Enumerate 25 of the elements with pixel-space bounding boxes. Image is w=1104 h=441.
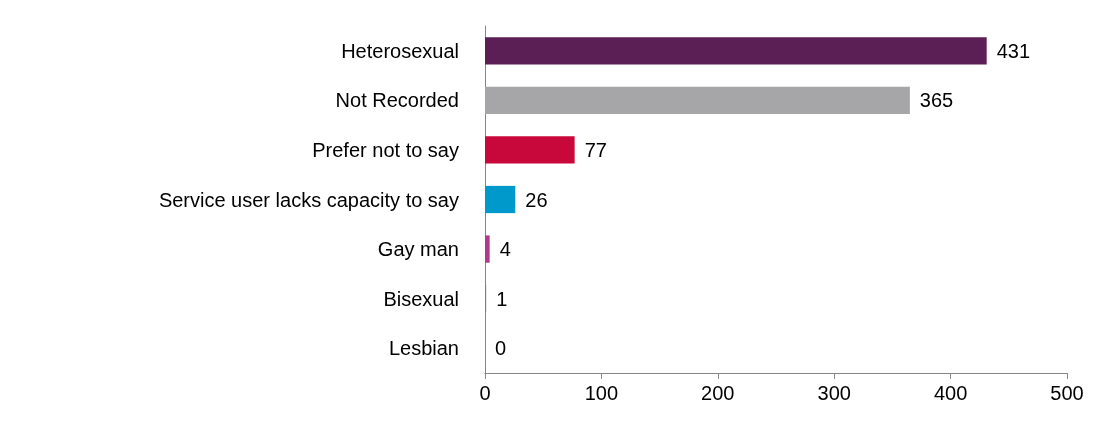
data-label: 77	[584, 138, 607, 161]
bar	[485, 86, 910, 114]
data-label: 26	[525, 188, 548, 211]
x-tick-label: 0	[479, 382, 491, 404]
bar	[485, 136, 575, 164]
data-label: 365	[919, 89, 954, 112]
data-label: 1	[496, 287, 508, 310]
y-tick-label: Prefer not to say	[312, 138, 459, 161]
data-label: 4	[499, 238, 511, 261]
y-tick-label: Bisexual	[383, 287, 459, 310]
x-tick-label: 300	[817, 382, 851, 404]
y-tick-label: Lesbian	[388, 337, 459, 360]
bar	[485, 185, 516, 214]
y-tick-label: Gay man	[377, 238, 459, 261]
bar	[485, 235, 490, 263]
data-label: 431	[996, 39, 1031, 62]
y-tick-label: Heterosexual	[341, 39, 459, 62]
x-tick-label: 400	[933, 382, 968, 404]
data-label: 0	[495, 337, 507, 360]
y-tick-label: Service user lacks capacity to say	[158, 188, 459, 211]
y-tick-label: Not Recorded	[335, 89, 459, 112]
x-tick-label: 500	[1050, 382, 1084, 404]
x-tick-label: 200	[701, 382, 735, 404]
x-tick-label: 100	[584, 382, 619, 404]
bar	[485, 37, 987, 65]
